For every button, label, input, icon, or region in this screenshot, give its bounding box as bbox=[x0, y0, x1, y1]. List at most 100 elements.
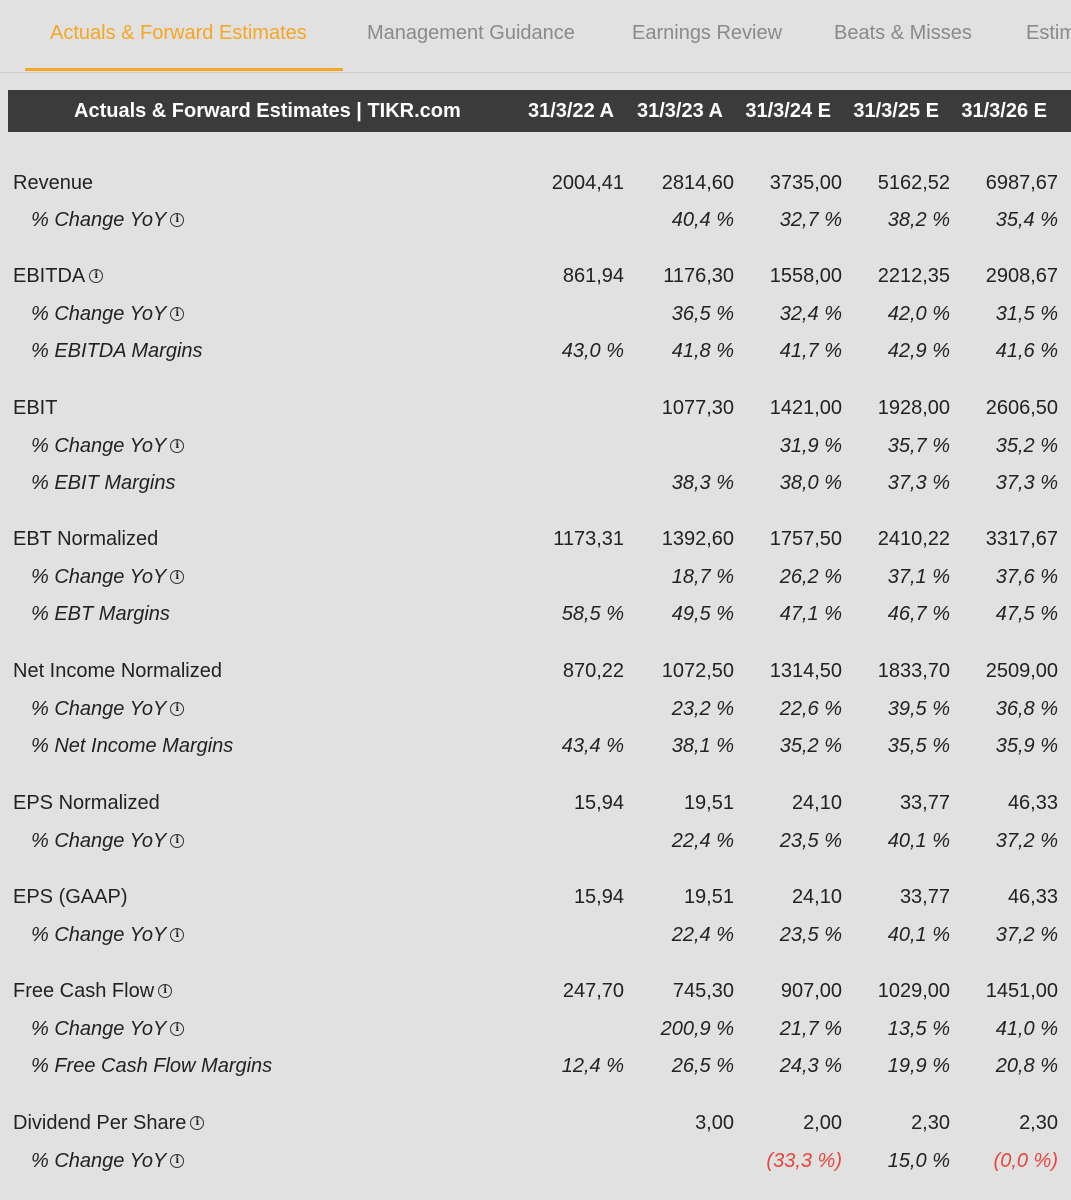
table-cell: 26,2 % bbox=[779, 566, 842, 588]
info-icon[interactable]: i bbox=[158, 983, 173, 998]
table-subrow: % Change YoY i (33,3 %) 15,0 % (0,0 %) bbox=[0, 1150, 1071, 1180]
row-label-text: % EBT Margins bbox=[31, 603, 170, 625]
table-title: Actuals & Forward Estimates | TIKR.com bbox=[74, 100, 461, 122]
row-label-text: % EBIT Margins bbox=[31, 472, 176, 494]
info-icon[interactable]: i bbox=[170, 1153, 185, 1168]
table-cell: 37,3 % bbox=[887, 472, 950, 494]
row-label-text: EBT Normalized bbox=[13, 528, 159, 550]
info-icon[interactable]: i bbox=[170, 701, 185, 716]
table-cell: 247,70 bbox=[562, 980, 624, 1002]
table-cell: 1757,50 bbox=[769, 528, 842, 550]
tab-actuals-forward-estimates[interactable]: Actuals & Forward Estimates bbox=[50, 22, 307, 44]
column-header[interactable]: 31/3/23 A bbox=[637, 100, 723, 122]
row-label: Net Income Normalized bbox=[13, 660, 222, 683]
table-cell: 1173,31 bbox=[553, 528, 624, 550]
table-cell: 2606,50 bbox=[985, 397, 1058, 419]
table-cell: 2,00 bbox=[803, 1112, 842, 1134]
table-cell: 19,51 bbox=[683, 886, 734, 908]
table-cell: 32,4 % bbox=[779, 303, 842, 325]
row-label-text: EBITDA bbox=[13, 265, 86, 287]
table-subrow: % Change YoY i 18,7 % 26,2 % 37,1 % 37,6 % bbox=[0, 566, 1071, 596]
row-label: EBIT bbox=[13, 397, 57, 420]
table-cell: 37,1 % bbox=[887, 566, 950, 588]
table-cell: 745,30 bbox=[672, 980, 734, 1002]
table-cell: 40,4 % bbox=[671, 209, 734, 231]
table-cell: 861,94 bbox=[562, 265, 624, 287]
table-cell: 24,3 % bbox=[779, 1055, 842, 1077]
table-cell: 47,5 % bbox=[995, 603, 1058, 625]
column-header[interactable]: 31/3/26 E bbox=[961, 100, 1047, 122]
row-label-text: % Net Income Margins bbox=[31, 735, 234, 757]
table-row: Free Cash Flow i 247,70 745,30 907,00 1029,00… bbox=[0, 980, 1071, 1010]
info-icon[interactable]: i bbox=[170, 1021, 185, 1036]
table-cell: 38,1 % bbox=[671, 735, 734, 757]
table-cell: 1392,60 bbox=[661, 528, 734, 550]
row-label: % Change YoY i bbox=[31, 435, 185, 458]
row-label: EPS Normalized bbox=[13, 792, 160, 815]
table-cell: 2004,41 bbox=[551, 172, 624, 194]
table-cell: 12,4 % bbox=[561, 1055, 624, 1077]
column-header[interactable]: 31/3/22 A bbox=[528, 100, 614, 122]
active-tab-indicator bbox=[25, 68, 343, 71]
row-label: Revenue bbox=[13, 172, 93, 195]
info-icon[interactable]: i bbox=[170, 569, 185, 584]
table-subrow: % Change YoY i 31,9 % 35,7 % 35,2 % bbox=[0, 435, 1071, 465]
table-cell: 3317,67 bbox=[985, 528, 1058, 550]
table-cell: 1928,00 bbox=[877, 397, 950, 419]
table-cell: 1176,30 bbox=[663, 265, 734, 287]
table-cell: 13,5 % bbox=[887, 1018, 950, 1040]
table-cell: 37,2 % bbox=[995, 924, 1058, 946]
table-subrow: % Net Income Margins 43,4 % 38,1 % 35,2 % 35… bbox=[0, 735, 1071, 765]
table-subrow: % EBIT Margins 38,3 % 38,0 % 37,3 % 37,3 % bbox=[0, 472, 1071, 502]
row-label: EPS (GAAP) bbox=[13, 886, 127, 909]
table-cell: 38,0 % bbox=[779, 472, 842, 494]
table-cell: 42,0 % bbox=[887, 303, 950, 325]
info-icon[interactable]: i bbox=[170, 927, 185, 942]
table-cell: 2509,00 bbox=[985, 660, 1058, 682]
tab-earnings-review[interactable]: Earnings Review bbox=[632, 22, 783, 44]
table-cell: 2908,67 bbox=[985, 265, 1058, 287]
row-label-text: % Free Cash Flow Margins bbox=[31, 1055, 273, 1077]
table-row: Dividend Per Share i 3,00 2,00 2,30 2,30 bbox=[0, 1112, 1071, 1142]
tab-management-guidance[interactable]: Management Guidance bbox=[367, 22, 575, 44]
info-icon[interactable]: i bbox=[170, 306, 185, 321]
table-cell: 40,1 % bbox=[887, 830, 950, 852]
table-row: EBITDA i 861,94 1176,30 1558,00 2212,35 2908,6… bbox=[0, 265, 1071, 295]
table-cell: 2212,35 bbox=[877, 265, 950, 287]
table-cell: 15,94 bbox=[573, 792, 624, 814]
table-cell: 31,9 % bbox=[779, 435, 842, 457]
info-icon[interactable]: i bbox=[89, 268, 104, 283]
table-cell: 1072,50 bbox=[661, 660, 734, 682]
table-cell: 38,2 % bbox=[887, 209, 950, 231]
table-cell: 15,0 % bbox=[887, 1150, 950, 1172]
row-label: % EBIT Margins bbox=[31, 472, 175, 495]
table-cell: 200,9 % bbox=[660, 1018, 734, 1040]
row-label: % Change YoY i bbox=[31, 303, 185, 326]
table-subrow: % Free Cash Flow Margins 12,4 % 26,5 % 24,3… bbox=[0, 1055, 1071, 1085]
table-cell: (0,0 %) bbox=[993, 1150, 1058, 1172]
column-header[interactable]: 31/3/24 E bbox=[745, 100, 831, 122]
tab-beats-misses[interactable]: Beats & Misses bbox=[834, 22, 972, 44]
row-label: % Net Income Margins bbox=[31, 735, 233, 758]
column-header[interactable]: 31/3/25 E bbox=[853, 100, 939, 122]
table-cell: 32,7 % bbox=[779, 209, 842, 231]
info-icon[interactable]: i bbox=[170, 212, 185, 227]
info-icon[interactable]: i bbox=[170, 438, 185, 453]
tab-estimates[interactable]: Estimates bbox=[1026, 22, 1071, 44]
table-cell: 1077,30 bbox=[661, 397, 734, 419]
row-label: Free Cash Flow i bbox=[13, 980, 173, 1003]
table-cell: 35,4 % bbox=[995, 209, 1058, 231]
row-label-text: % Change YoY bbox=[31, 698, 167, 720]
row-label: % Change YoY i bbox=[31, 566, 185, 589]
info-icon[interactable]: i bbox=[190, 1115, 205, 1130]
info-icon[interactable]: i bbox=[170, 833, 185, 848]
row-label-text: Net Income Normalized bbox=[13, 660, 222, 682]
row-label: % Change YoY i bbox=[31, 698, 185, 721]
row-label: % Free Cash Flow Margins bbox=[31, 1055, 272, 1078]
table-cell: 23,5 % bbox=[779, 924, 842, 946]
table-cell: 1833,70 bbox=[877, 660, 950, 682]
table-cell: 1029,00 bbox=[877, 980, 950, 1002]
row-label: EBT Normalized bbox=[13, 528, 158, 551]
row-label-text: Revenue bbox=[13, 172, 94, 194]
table-cell: 46,7 % bbox=[887, 603, 950, 625]
